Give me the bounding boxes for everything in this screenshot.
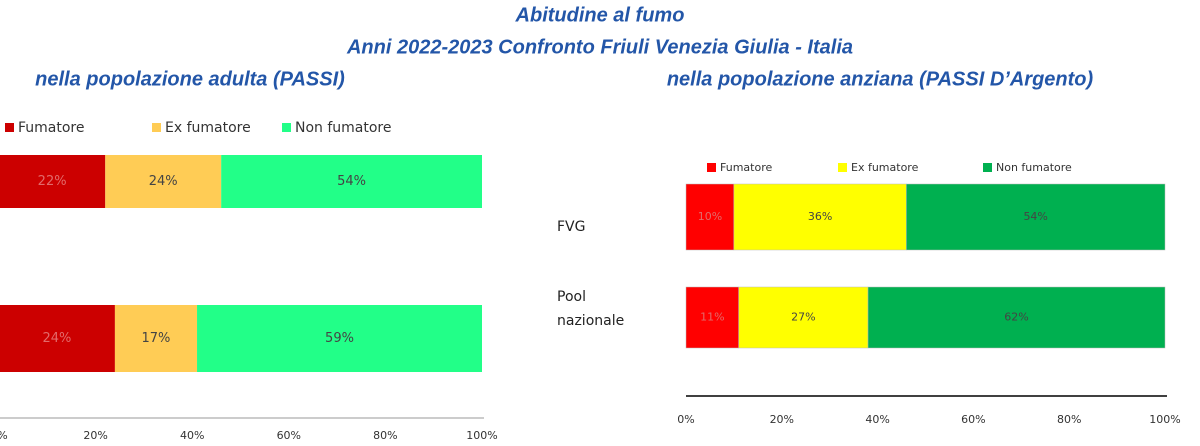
legend-swatch [983,163,992,172]
value-label: 36% [808,210,832,223]
x-tick-label: 0% [0,429,8,442]
value-label: 62% [1004,311,1028,324]
chart-title: nella popolazione anziana (PASSI D’Argen… [667,68,1094,90]
subtitle: Anni 2022-2023 Confronto Friuli Venezia … [346,36,853,58]
x-tick-label: 100% [466,429,497,442]
bar-segment [685,183,735,251]
legend-swatch [707,163,716,172]
chart-title: nella popolazione adulta (PASSI) [35,68,345,90]
value-label: 59% [325,331,354,346]
legend-label: Fumatore [720,161,772,174]
value-label: 11% [700,311,724,324]
bar-segment [221,155,482,208]
legend-label: Non fumatore [295,120,392,136]
legend-label: Ex fumatore [851,161,919,174]
bar-segment [685,286,739,349]
x-tick-label: 20% [83,429,107,442]
legend-swatch [5,123,14,132]
x-tick-label: 40% [180,429,204,442]
bar-segment [0,305,115,372]
x-tick-label: 40% [865,413,889,426]
legend-swatch [838,163,847,172]
x-tick-label: 20% [770,413,794,426]
x-tick-label: 80% [373,429,397,442]
legend-label: Fumatore [18,120,85,136]
bar-segment [733,183,907,251]
category-label: FVG [557,219,586,235]
title: Abitudine al fumo [515,4,685,26]
x-tick-label: 60% [277,429,301,442]
bar-segment [114,305,198,372]
legend-label: Non fumatore [996,161,1072,174]
x-tick-label: 0% [677,413,694,426]
value-label: 27% [791,311,815,324]
value-label: 10% [698,210,722,223]
bar-segment [906,183,1166,251]
x-tick-label: 80% [1057,413,1081,426]
bar-segment [105,155,222,208]
legend-label: Ex fumatore [165,120,251,136]
x-tick-label: 60% [961,413,985,426]
x-tick-label: 100% [1149,413,1180,426]
value-label: 22% [38,174,67,189]
legend-swatch [152,123,161,132]
value-label: 17% [142,331,171,346]
value-label: 54% [1023,210,1047,223]
value-label: 24% [43,331,72,346]
bar-segment [867,286,1166,349]
bar-segment [197,305,482,372]
legend-swatch [282,123,291,132]
bar-segment [0,155,106,208]
category-label: Pool nazionale [557,289,625,329]
value-label: 54% [337,174,366,189]
value-label: 24% [149,174,178,189]
